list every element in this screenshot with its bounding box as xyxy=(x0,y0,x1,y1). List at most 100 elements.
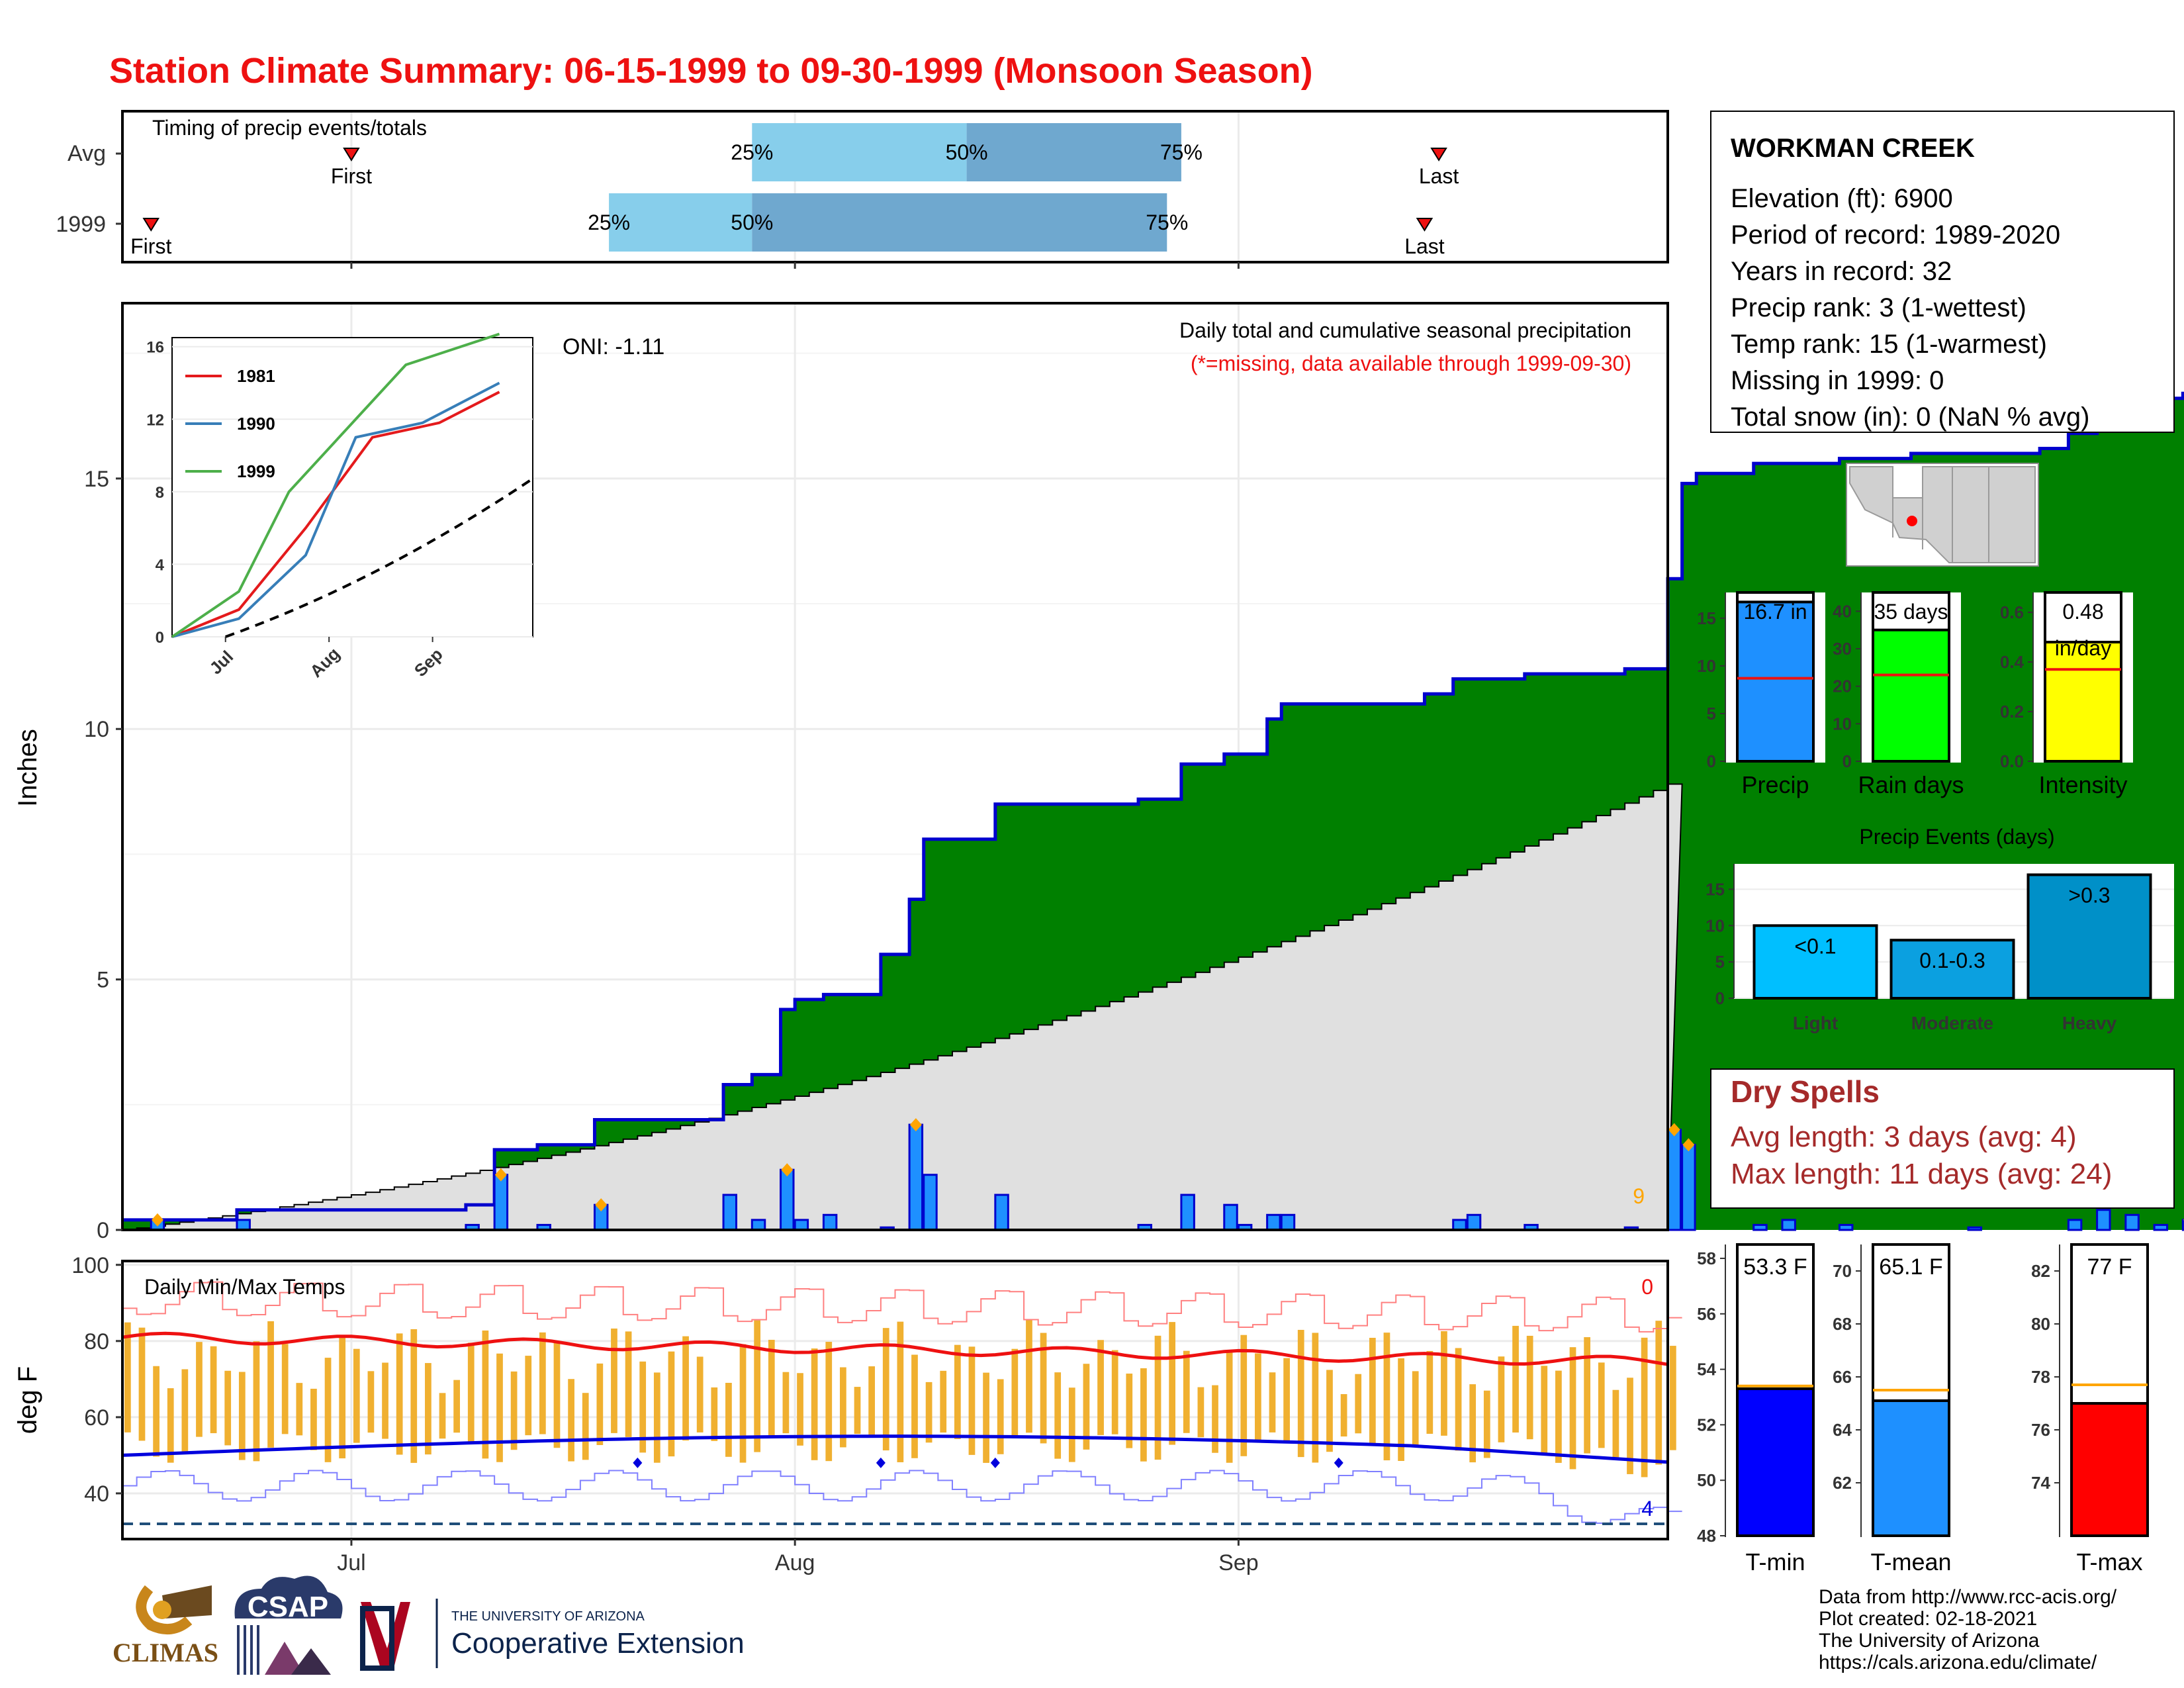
dry-spells-max: Max length: 11 days (avg: 24) xyxy=(1731,1158,2112,1190)
events-ytick-label: 15 xyxy=(1706,879,1725,899)
summary-bar-Rain days xyxy=(1872,628,1950,763)
daily-temp-bar xyxy=(1369,1337,1376,1446)
events-bar-label: >0.3 xyxy=(2068,883,2110,907)
summary-value-label: 16.7 in xyxy=(1743,600,1807,624)
temp-summary-bar-T-mean xyxy=(1872,1399,1950,1537)
temp-summary-ytick-label: 80 xyxy=(2031,1314,2050,1334)
timing-marker-last xyxy=(1416,218,1433,232)
summary-value-label: in/day xyxy=(2055,636,2111,660)
temp-panel-frame xyxy=(121,1260,1669,1540)
daily-temp-bar xyxy=(639,1361,647,1453)
daily-temp-bar xyxy=(181,1369,189,1452)
daily-precip-bar xyxy=(1681,1143,1696,1231)
daily-temp-bar xyxy=(1169,1322,1176,1445)
temp-summary-ytick-label: 52 xyxy=(1697,1415,1716,1434)
daily-temp-bar xyxy=(439,1393,446,1439)
daily-temp-bar xyxy=(525,1356,532,1436)
daily-temp-bar xyxy=(1255,1353,1261,1440)
daily-temp-bar xyxy=(1068,1387,1075,1462)
events-ytick-label: 10 xyxy=(1706,915,1725,935)
temp-max-count: 0 xyxy=(1641,1275,1653,1299)
daily-temp-bar xyxy=(911,1354,918,1458)
events-bar-label: 0.1-0.3 xyxy=(1919,949,1985,972)
summary-ytick-label: 0.2 xyxy=(2000,702,2024,722)
daily-temp-bar xyxy=(668,1351,675,1457)
credit-line: Plot created: 02-18-2021 xyxy=(1819,1608,2037,1630)
summary-bar-label: Intensity xyxy=(2038,771,2127,798)
ua-logo: THE UNIVERSITY OF ARIZONA Cooperative Ex… xyxy=(360,1599,745,1671)
dry-spells-frame xyxy=(1710,1068,2175,1209)
events-bar-Heavy xyxy=(2026,873,2152,1000)
timing-row-label-year: 1999 xyxy=(56,212,106,237)
daily-temp-bar xyxy=(1111,1350,1118,1434)
timing-pct-label: 50% xyxy=(731,211,773,234)
summary-ytick-label: 15 xyxy=(1697,608,1716,628)
daily-temp-bar xyxy=(382,1362,388,1439)
temp-summary-value-label: 77 F xyxy=(2087,1254,2132,1280)
timing-marker-label-first: First xyxy=(331,164,372,188)
daily-temp-bar xyxy=(1641,1337,1648,1477)
daily-temp-bar xyxy=(1212,1385,1218,1453)
temp-summary-ytick-label: 62 xyxy=(1833,1473,1852,1493)
missing-count: 9 xyxy=(1633,1184,1645,1208)
daily-temp-bar xyxy=(1197,1387,1205,1438)
daily-precip-bar xyxy=(908,1123,924,1231)
inset-ytick-label: 12 xyxy=(146,411,164,429)
daily-temp-bar xyxy=(339,1335,346,1459)
daily-temp-bar xyxy=(138,1327,146,1441)
daily-temp-bar xyxy=(696,1356,704,1432)
climas-logo-text: CLIMAS xyxy=(113,1638,218,1667)
temp-summary-ytick-label: 58 xyxy=(1697,1248,1716,1268)
daily-temp-bar xyxy=(367,1371,375,1433)
inset-ytick-label: 16 xyxy=(146,339,164,357)
daily-temp-bar xyxy=(1469,1384,1477,1463)
daily-temp-bar xyxy=(1655,1321,1662,1465)
precip-panel: 0 5 10 15 Daily total and cumulative season… xyxy=(13,302,2184,1243)
daily-precip-bar xyxy=(923,1174,938,1231)
xaxis-tick-label: Jul xyxy=(337,1550,365,1575)
daily-temp-bar xyxy=(997,1379,1004,1454)
precip-subtitle: (*=missing, data available through 1999-… xyxy=(1191,352,1631,375)
summary-ytick-label: 20 xyxy=(1833,677,1852,696)
precip-ytick-label: 10 xyxy=(84,717,109,742)
daily-temp-bar xyxy=(324,1358,332,1462)
inset-legend-label: 1981 xyxy=(237,366,275,386)
temp-summary-bar-label: T-max xyxy=(2076,1548,2142,1575)
daily-temp-bar xyxy=(1383,1333,1390,1461)
logos: CLIMAS CSAP THE UNIVERSITY OF ARIZONA Co… xyxy=(113,1575,745,1675)
daily-temp-bar xyxy=(1426,1350,1433,1434)
daily-temp-bar xyxy=(682,1336,689,1441)
dry-spells-avg: Avg length: 3 days (avg: 4) xyxy=(1731,1121,2077,1153)
station-info-line: Total snow (in): 0 (NaN % avg) xyxy=(1731,402,2089,432)
summary-ytick-label: 40 xyxy=(1833,601,1852,621)
temp-min-count: 4 xyxy=(1641,1497,1653,1521)
temp-summary-ytick-label: 50 xyxy=(1697,1470,1716,1490)
daily-temp-bar xyxy=(510,1371,518,1450)
daily-temp-bar xyxy=(968,1346,976,1455)
daily-temp-bar xyxy=(1398,1358,1404,1461)
temp-summary-value-label: 53.3 F xyxy=(1743,1254,1807,1280)
credits: Data from http://www.rcc-acis.org/Plot c… xyxy=(1819,1586,2117,1673)
daily-temp-bar xyxy=(1441,1331,1447,1436)
inset-series-line-1981 xyxy=(171,391,500,638)
events-ytick-label: 0 xyxy=(1715,988,1725,1008)
locator-map xyxy=(1846,463,2039,567)
daily-temp-bar xyxy=(983,1372,989,1463)
daily-temp-bar xyxy=(1498,1356,1505,1442)
daily-precip-bar xyxy=(794,1219,809,1231)
daily-temp-bar xyxy=(467,1342,475,1444)
daily-temp-bar xyxy=(582,1393,589,1460)
daily-temp-bar xyxy=(1512,1325,1519,1433)
extreme-precip-marker xyxy=(909,1118,922,1132)
record-min-line xyxy=(122,1470,1682,1524)
daily-temp-bar xyxy=(811,1348,818,1460)
timing-marker-first xyxy=(343,148,360,162)
daily-temp-bar xyxy=(1555,1370,1562,1463)
daily-temp-bar xyxy=(625,1331,632,1437)
daily-precip-bar xyxy=(1666,1129,1682,1231)
daily-precip-bar xyxy=(2153,1223,2169,1231)
events-bar-Light xyxy=(1752,924,1878,1000)
daily-temp-bar xyxy=(1627,1378,1633,1474)
timing-panel: 25% 50% 75% First Last 25% 50% 75% First Last Tim… xyxy=(56,110,1669,269)
climas-logo: CLIMAS xyxy=(113,1585,218,1667)
